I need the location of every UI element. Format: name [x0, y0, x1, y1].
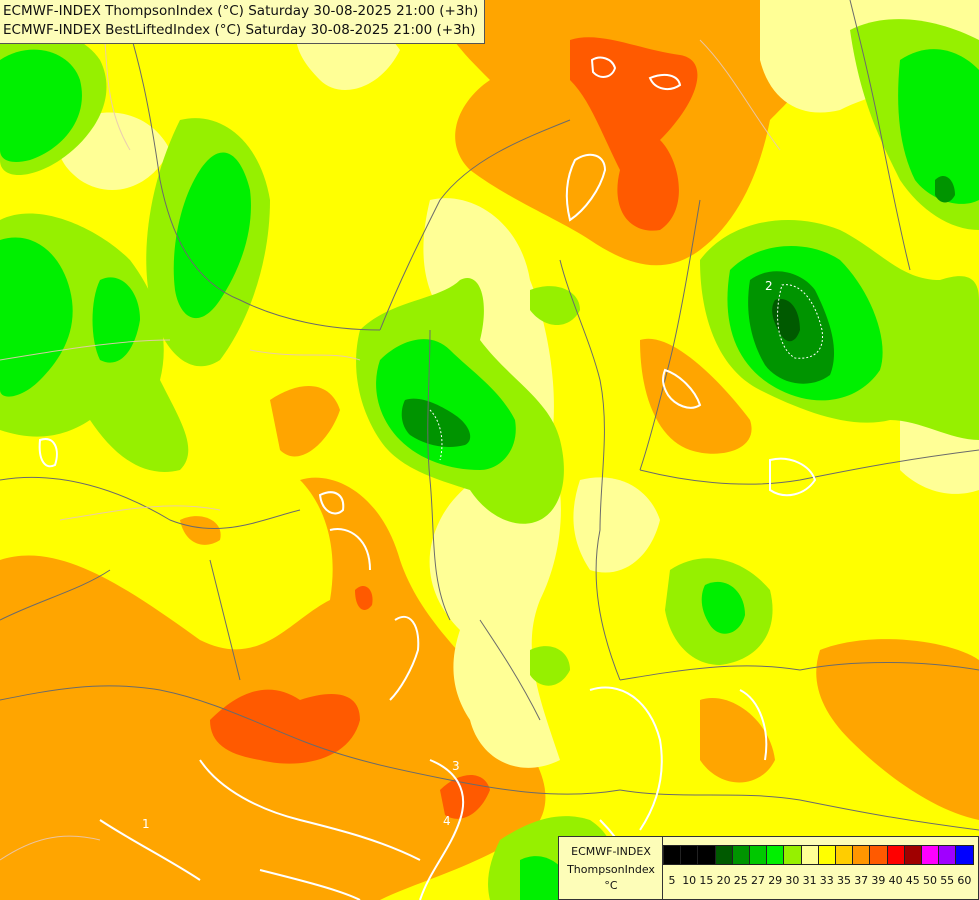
- legend-tick-label: 37: [854, 874, 869, 887]
- legend-swatch: [783, 845, 803, 865]
- legend-tick-label: 35: [837, 874, 851, 887]
- legend-tick-label: 40: [888, 874, 903, 887]
- legend-tick-label: 60: [957, 874, 972, 887]
- contour-label: 2: [765, 279, 773, 293]
- legend-swatch: [817, 845, 837, 865]
- legend-tick-label: 10: [682, 874, 697, 887]
- color-legend: ECMWF-INDEX ThompsonIndex °C 5 10 15 20 25 27…: [558, 836, 979, 900]
- contour-labels: 2 3 4 1: [142, 279, 773, 831]
- map-title: ECMWF-INDEX ThompsonIndex (°C) Saturday …: [0, 0, 486, 44]
- legend-swatch: [869, 845, 889, 865]
- legend-tick-label: 30: [785, 874, 800, 887]
- legend-divider: [662, 837, 663, 899]
- legend-tick-label: 50: [923, 874, 937, 887]
- legend-model: ECMWF-INDEX: [571, 845, 651, 858]
- legend-swatch: [731, 845, 751, 865]
- legend-swatch: [955, 845, 975, 865]
- legend-tick-label: 55: [940, 874, 955, 887]
- legend-swatch: [714, 845, 734, 865]
- legend-parameter: ThompsonIndex: [567, 863, 655, 876]
- title-line-1: ECMWF-INDEX ThompsonIndex (°C) Saturday …: [3, 3, 479, 19]
- legend-swatch: [903, 845, 923, 865]
- contour-label: 3: [452, 759, 460, 773]
- legend-swatch: [835, 845, 854, 865]
- contour-label: 4: [443, 814, 451, 828]
- legend-swatch: [938, 845, 958, 865]
- legend-tick-label: 31: [802, 874, 817, 887]
- legend-tick-label: 27: [751, 874, 765, 887]
- legend-swatch: [697, 845, 717, 865]
- legend-tick-label: 5: [668, 874, 676, 887]
- legend-swatch: [680, 845, 700, 865]
- contour-label: 1: [142, 817, 150, 831]
- legend-tick-label: 20: [716, 874, 731, 887]
- legend-swatch: [921, 845, 940, 865]
- legend-swatch: [886, 845, 906, 865]
- legend-swatch: [663, 845, 682, 865]
- legend-tick-label: 45: [905, 874, 920, 887]
- legend-tick-label: 15: [699, 874, 714, 887]
- legend-unit: °C: [604, 879, 618, 892]
- legend-tick-label: 29: [768, 874, 783, 887]
- contours-dashed: [429, 284, 824, 461]
- legend-swatch: [749, 845, 768, 865]
- title-line-2: ECMWF-INDEX BestLiftedIndex (°C) Saturda…: [3, 22, 476, 38]
- legend-tick-label: 25: [733, 874, 748, 887]
- legend-tick-label: 39: [871, 874, 886, 887]
- borders: [0, 0, 979, 831]
- legend-tick-label: 33: [819, 874, 834, 887]
- legend-swatch: [766, 845, 786, 865]
- legend-swatch: [800, 845, 820, 865]
- red-zones: [210, 37, 698, 819]
- legend-swatch: [852, 845, 872, 865]
